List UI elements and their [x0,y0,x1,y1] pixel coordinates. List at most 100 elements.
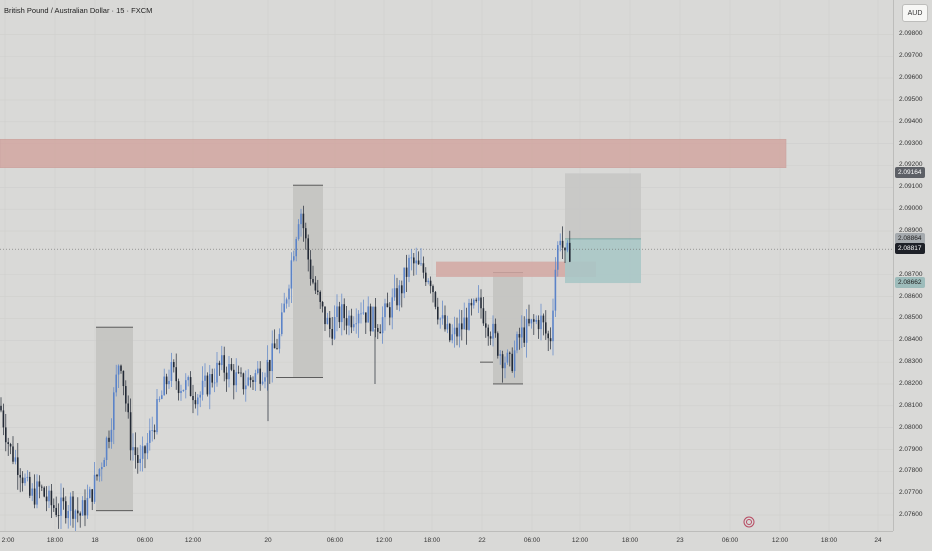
candle-body [365,312,367,323]
candle-body [470,302,473,306]
candle-body [175,367,177,382]
price-tick-label: 2.07900 [899,445,923,453]
time-axis[interactable]: 2:00 18:00 18 06:00 12:00 20 06:00 12:00 18:00 22… [0,531,893,551]
candle-body [317,290,319,292]
candle-body [321,301,324,307]
candle-body [513,350,516,372]
candle-body [290,260,293,289]
time-tick-label: 18:00 [621,537,639,544]
time-tick-label: 06:00 [326,537,344,544]
candle-body [103,460,105,468]
candle-body [192,396,194,401]
candle-body [319,291,321,302]
candle-body [297,224,300,240]
supply-zone [0,138,787,168]
candle-body [180,390,182,394]
candle-body [125,386,127,404]
price-tick-label: 2.09200 [899,161,923,169]
price-chart[interactable] [0,0,893,531]
candle-body [401,285,403,294]
candle-body [72,496,74,519]
candle-body [115,374,117,393]
candle-body [530,319,533,324]
ideas-icon[interactable] [743,516,755,528]
candle-body [79,513,81,516]
candle-body [134,447,137,456]
candle-body [151,430,153,431]
candle-body [273,343,276,349]
currency-button[interactable]: AUD [902,4,928,22]
candle-body [497,333,499,356]
candle-body [237,372,240,374]
candle-body [396,288,398,306]
candle-body [329,317,331,330]
candle-body [156,399,158,433]
candle-body [564,247,566,251]
candle-body [343,304,345,319]
candle-body [240,372,242,374]
time-tick-label: 18:00 [423,537,441,544]
range-box [493,272,523,384]
price-tick-label: 2.09000 [899,205,923,213]
time-tick-label: 22 [478,537,486,544]
price-axis[interactable]: 2.09800 2.09700 2.09600 2.09500 2.09400 2.093… [893,0,932,531]
candle-body [139,458,141,463]
candle-body [446,323,449,330]
candle-body [21,477,24,484]
candle-body [31,488,33,496]
candle-body [353,324,355,328]
candle-body [2,410,5,428]
candle-body [336,306,338,318]
candle-body [504,362,506,369]
price-tick-label: 2.08500 [899,314,923,322]
candle-body [528,318,530,324]
candle-body [266,359,269,378]
time-tick-label: 12:00 [184,537,202,544]
candle-body [494,323,497,334]
candle-body [98,469,101,477]
candle-body [146,442,149,454]
candle-body [67,511,69,519]
candle-body [444,315,446,330]
candle-body [324,306,326,325]
candle-body [144,446,146,454]
candle-body [348,315,350,326]
candle-body [521,327,523,338]
candle-body [475,299,477,301]
candle-body [53,505,55,508]
price-tick-label: 2.09600 [899,74,923,82]
candle-body [233,369,235,386]
candle-body [86,497,89,516]
candle-body [60,497,62,516]
candle-body [403,267,405,294]
candle-body [218,362,221,366]
candle-body [247,377,249,386]
candle-body [57,515,60,516]
time-tick-label: 18:00 [46,537,64,544]
candle-body [331,329,333,339]
candle-body [569,242,571,262]
candle-body [36,481,38,505]
position-stop-box [565,238,641,284]
price-tick-label: 2.08100 [899,401,923,409]
price-tick-label: 2.08400 [899,336,923,344]
candle-body [225,372,228,380]
candle-body [177,381,180,394]
candle-body [312,279,314,283]
candle-body [101,467,103,470]
candle-body [269,359,271,372]
chart-area[interactable]: British Pound / Australian Dollar · 15 ·… [0,0,893,531]
candle-body [427,280,429,283]
candle-body [341,304,343,323]
candle-body [117,365,120,375]
candle-body [254,373,257,383]
candle-body [278,334,281,349]
price-tick-label: 2.08000 [899,423,923,431]
candle-body [437,306,439,320]
candle-body [293,256,295,261]
candle-body [477,297,480,301]
time-tick-label: 2:00 [1,537,15,544]
candle-body [557,245,559,270]
candle-body [345,318,348,326]
candle-body [350,315,353,328]
